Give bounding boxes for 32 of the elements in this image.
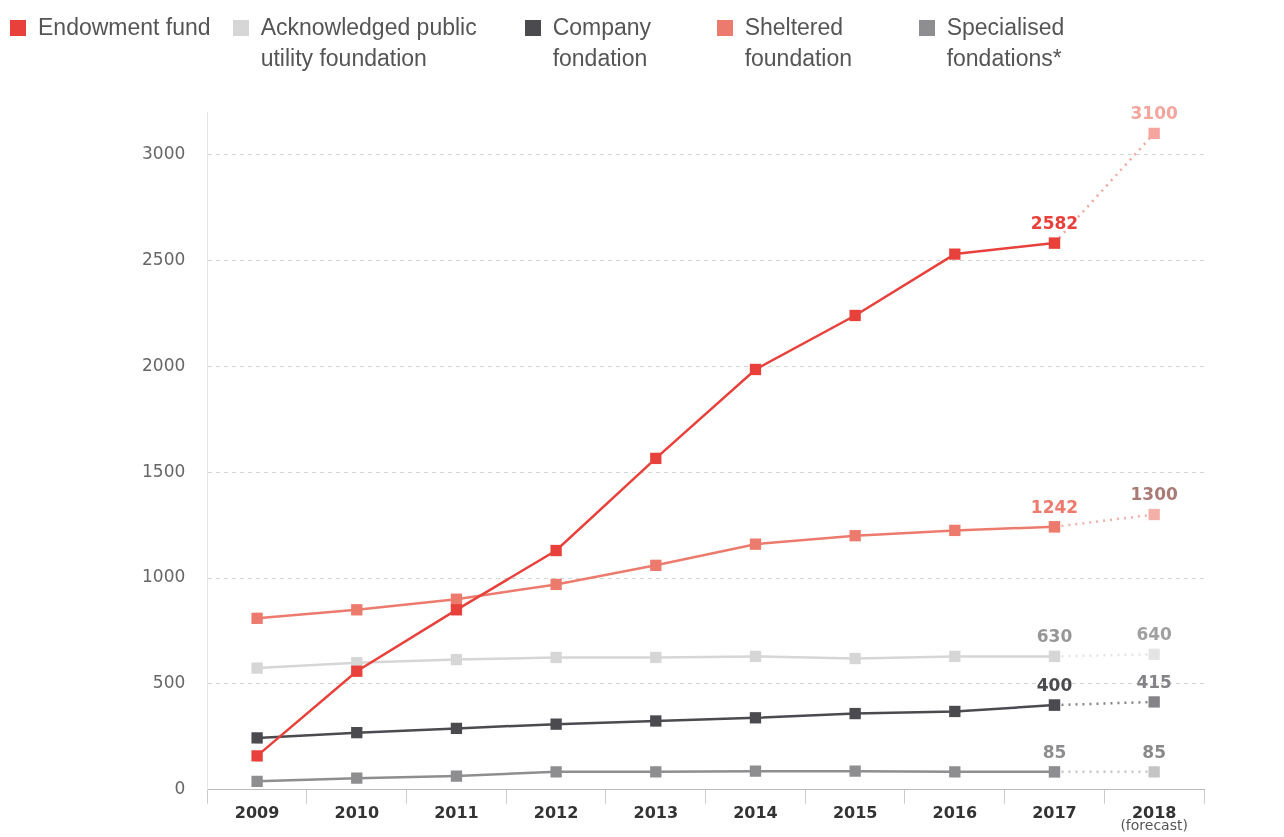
- data-label: 1300: [1130, 484, 1178, 505]
- y-tick-label: 1500: [142, 460, 186, 481]
- legend-label: Endowment fund: [38, 13, 211, 42]
- legend-label: Company fondation: [552, 13, 653, 73]
- legend-label: Acknowledged public utility foundation: [260, 13, 478, 73]
- data-label: 85: [1142, 741, 1166, 762]
- x-tick-label: 2009: [234, 802, 280, 822]
- y-tick-label: 3000: [142, 142, 186, 163]
- y-tick-label: 1000: [142, 566, 186, 587]
- data-label: 2582: [1030, 212, 1079, 233]
- data-label: 1242: [1030, 496, 1079, 517]
- data-label: 640: [1136, 624, 1173, 645]
- y-tick-label: 500: [152, 672, 186, 693]
- data-label: 415: [1136, 671, 1172, 692]
- data-label: 400: [1036, 675, 1073, 696]
- data-label: 3100: [1130, 103, 1178, 124]
- data-label: 85: [1042, 741, 1067, 762]
- y-tick-label: 2000: [142, 354, 186, 375]
- x-tick-label: 2018: [1131, 802, 1177, 822]
- x-tick-label: 2011: [434, 802, 479, 822]
- x-tick-label: 2014: [733, 802, 778, 822]
- x-tick-label: 2016: [932, 802, 978, 822]
- x-tick-label: 2013: [633, 802, 679, 822]
- x-tick-label: 2017: [1032, 802, 1077, 822]
- x-tick-label: 2015: [832, 802, 878, 822]
- x-tick-label: 2010: [334, 802, 380, 822]
- data-label: 630: [1036, 626, 1073, 647]
- y-tick-label: 0: [174, 778, 186, 799]
- legend-label: Sheltered foundation: [744, 13, 854, 73]
- x-tick-label: 2012: [533, 802, 579, 822]
- legend-label: Specialised fondations*: [946, 13, 1066, 73]
- y-tick-label: 2500: [142, 248, 186, 269]
